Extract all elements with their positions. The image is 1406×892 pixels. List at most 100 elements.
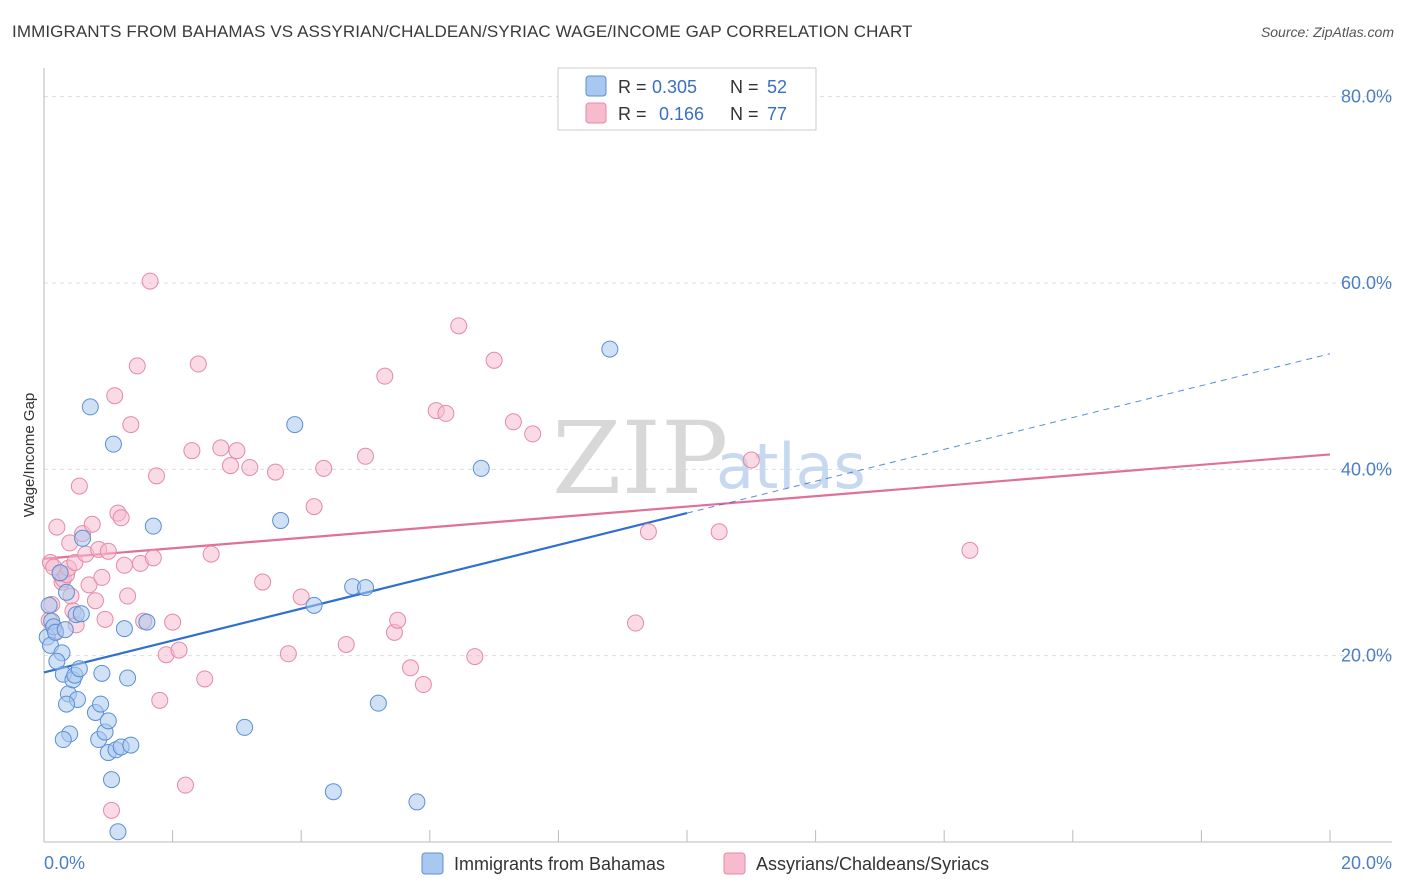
data-point-bahamas xyxy=(272,512,290,530)
data-point-assyrians xyxy=(376,367,394,385)
data-point-assyrians xyxy=(119,587,137,605)
data-point-assyrians xyxy=(221,457,239,475)
watermark-zip: ZIP xyxy=(552,400,728,517)
data-point-assyrians xyxy=(627,614,645,632)
data-point-assyrians xyxy=(639,523,657,541)
legend-swatch-pink xyxy=(585,102,607,124)
legend-box: R = 0.305 N = 52 R = 0.166 N = 77 xyxy=(557,67,817,131)
data-point-assyrians xyxy=(170,641,188,659)
bottom-legend-label-assyrians: Assyrians/Chaldeans/Syriacs xyxy=(756,854,989,874)
data-point-bahamas xyxy=(408,793,426,811)
data-point-assyrians xyxy=(70,477,88,495)
data-point-bahamas xyxy=(40,596,58,614)
chart-title: IMMIGRANTS FROM BAHAMAS VS ASSYRIAN/CHAL… xyxy=(12,22,913,41)
legend-n-label: N = xyxy=(730,77,759,97)
data-point-assyrians xyxy=(196,670,214,688)
data-point-assyrians xyxy=(241,458,259,476)
data-point-assyrians xyxy=(228,442,246,460)
data-point-assyrians xyxy=(450,317,468,335)
data-point-assyrians xyxy=(148,467,166,485)
legend-n-label: N = xyxy=(730,104,759,124)
data-point-bahamas xyxy=(58,583,76,601)
data-point-assyrians xyxy=(742,451,760,469)
data-point-assyrians xyxy=(337,635,355,653)
data-point-assyrians xyxy=(128,357,146,375)
data-point-bahamas xyxy=(103,771,121,789)
data-point-assyrians xyxy=(83,515,101,533)
data-point-bahamas xyxy=(369,694,387,712)
legend-n-value: 52 xyxy=(767,77,787,97)
data-point-assyrians xyxy=(437,404,455,422)
y-tick-label: 40.0% xyxy=(1341,459,1392,479)
y-axis-label: Wage/Income Gap xyxy=(21,393,38,518)
legend-n-value: 77 xyxy=(767,104,787,124)
data-point-assyrians xyxy=(176,776,194,794)
data-point-assyrians xyxy=(315,459,333,477)
chart-source: Source: ZipAtlas.com xyxy=(1260,24,1394,40)
data-point-assyrians xyxy=(115,556,133,574)
data-point-assyrians xyxy=(357,447,374,465)
data-point-bahamas xyxy=(115,620,133,638)
data-point-bahamas xyxy=(601,340,619,358)
x-tick-label-max: 20.0% xyxy=(1341,853,1392,873)
data-point-bahamas xyxy=(70,660,88,678)
data-point-assyrians xyxy=(961,541,979,559)
data-point-assyrians xyxy=(112,509,130,527)
data-point-bahamas xyxy=(236,718,254,736)
y-tick-label: 60.0% xyxy=(1341,273,1392,293)
bottom-legend-swatch-pink xyxy=(723,852,746,875)
data-point-bahamas xyxy=(81,398,99,416)
data-point-assyrians xyxy=(292,588,310,606)
data-point-assyrians xyxy=(48,518,66,536)
data-point-assyrians xyxy=(266,463,284,481)
legend-r-label: R = xyxy=(618,77,647,97)
data-point-assyrians xyxy=(164,613,182,631)
data-point-bahamas xyxy=(472,459,490,477)
data-point-bahamas xyxy=(324,783,342,801)
data-point-assyrians xyxy=(202,545,220,563)
data-point-bahamas xyxy=(357,579,374,597)
data-point-assyrians xyxy=(96,610,114,628)
data-point-bahamas xyxy=(99,712,117,730)
legend-swatch-blue xyxy=(585,75,607,97)
data-point-assyrians xyxy=(524,425,542,443)
series-assyrians-points xyxy=(40,272,979,819)
data-point-bahamas xyxy=(54,731,72,749)
data-point-assyrians xyxy=(402,659,420,677)
data-point-assyrians xyxy=(254,573,272,591)
legend-r-label: R = xyxy=(618,104,647,124)
data-point-assyrians xyxy=(189,355,207,373)
data-point-bahamas xyxy=(48,652,66,670)
data-point-bahamas xyxy=(92,695,110,713)
data-point-assyrians xyxy=(122,416,140,434)
data-point-assyrians xyxy=(99,542,117,560)
axes xyxy=(43,68,1392,843)
data-point-assyrians xyxy=(183,442,201,460)
grid-lines xyxy=(44,96,1392,657)
data-point-assyrians xyxy=(80,576,98,594)
bottom-legend-swatch-blue xyxy=(421,852,444,875)
data-point-assyrians xyxy=(504,413,522,431)
data-point-bahamas xyxy=(122,736,140,754)
watermark-atlas: atlas xyxy=(716,430,866,503)
data-point-bahamas xyxy=(109,823,127,841)
data-point-bahamas xyxy=(138,613,156,631)
data-point-assyrians xyxy=(414,676,432,694)
data-point-bahamas xyxy=(286,416,304,434)
y-axis-ticks: 20.0% 40.0% 60.0% 80.0% xyxy=(1341,87,1392,666)
x-tick-label-min: 0.0% xyxy=(44,853,85,873)
data-point-assyrians xyxy=(212,439,230,457)
data-point-assyrians xyxy=(305,498,323,516)
data-point-assyrians xyxy=(86,592,104,610)
series-bahamas-points xyxy=(38,340,619,841)
y-tick-label: 80.0% xyxy=(1341,87,1392,107)
data-point-bahamas xyxy=(58,695,76,713)
legend-r-value: 0.166 xyxy=(659,104,704,124)
data-point-bahamas xyxy=(72,605,90,623)
data-point-assyrians xyxy=(144,549,162,567)
trend-line-assyrians xyxy=(43,453,1331,560)
data-point-assyrians xyxy=(389,611,407,629)
data-point-assyrians xyxy=(466,648,484,666)
data-point-bahamas xyxy=(104,435,122,453)
